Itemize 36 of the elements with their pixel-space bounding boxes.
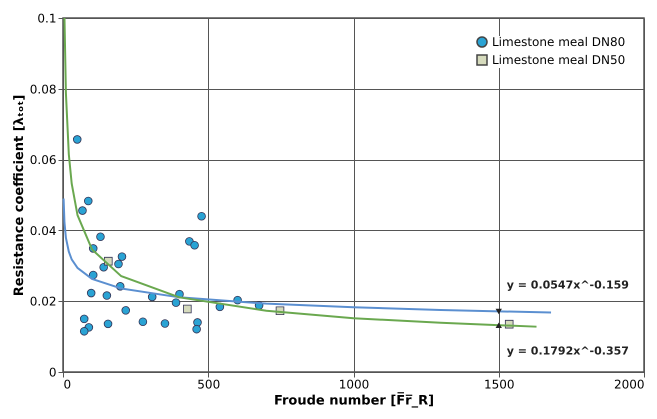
x-tick-label: 500 — [197, 378, 220, 392]
point — [104, 320, 112, 328]
x-tick-label: 2000 — [614, 378, 644, 392]
point — [102, 291, 112, 300]
y-axis-title: Resistance coefficient [λₜₒₜ] — [12, 94, 27, 296]
y-tick-label: 0.04 — [30, 224, 56, 238]
point — [197, 212, 206, 221]
legend-label: Limestone meal DN50 — [492, 53, 626, 67]
annotation: y = 0.1792x^-0.357 — [506, 344, 629, 358]
point — [86, 288, 96, 298]
annotation: y = 0.0547x^-0.159 — [506, 278, 629, 292]
x-tick-label: 1000 — [338, 378, 370, 392]
point — [118, 252, 126, 261]
x-axis-title: Froude number [F̅r̅_R] — [274, 392, 434, 408]
point — [114, 260, 123, 268]
point — [160, 319, 170, 328]
point — [121, 306, 130, 315]
y-tick-label: 0.02 — [30, 294, 56, 309]
point — [172, 298, 180, 307]
point — [190, 241, 199, 250]
point — [192, 324, 201, 334]
point — [78, 206, 87, 215]
x-tick-label: 0 — [64, 378, 72, 392]
point — [80, 314, 88, 324]
point — [138, 317, 148, 326]
point — [72, 135, 82, 144]
point — [84, 196, 93, 206]
y-tick-label: 0.06 — [30, 153, 56, 168]
y-tick-label: 0 — [48, 366, 56, 380]
point — [183, 304, 192, 314]
point — [96, 232, 105, 242]
point — [80, 327, 88, 336]
y-tick-label: 0.1 — [37, 12, 56, 26]
x-tick-label: 1500 — [484, 378, 515, 392]
y-tick-label: 0.08 — [30, 82, 56, 96]
legend-label: Limestone meal DN80 — [492, 35, 626, 49]
